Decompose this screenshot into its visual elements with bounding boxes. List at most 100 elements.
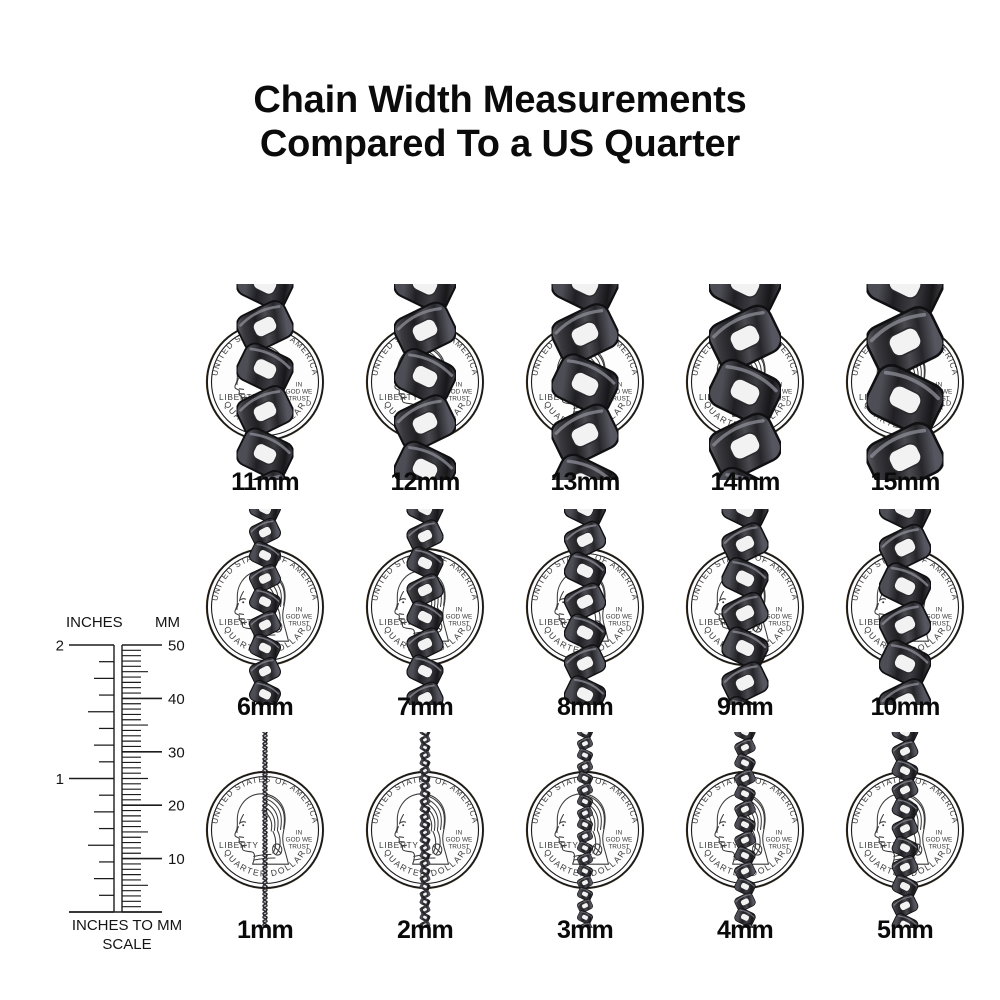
coin-mintmark: D <box>306 624 311 633</box>
coin-chain-stage: UNITED STATES OF AMERICAQUARTER DOLLARLI… <box>510 509 660 705</box>
chain-size-cell[interactable]: UNITED STATES OF AMERICAQUARTER DOLLARLI… <box>830 284 980 502</box>
chain-size-cell[interactable]: UNITED STATES OF AMERICAQUARTER DOLLARLI… <box>510 509 660 727</box>
coin-mintmark: D <box>466 399 471 408</box>
coin-legend-motto: TRUST <box>448 396 469 403</box>
chain-graphic <box>891 732 919 928</box>
coin-mintmark: D <box>306 399 311 408</box>
chain-size-label: 12mm <box>390 468 460 496</box>
coin-mintmark: D <box>946 399 951 408</box>
coin-mintmark: D <box>786 624 791 633</box>
ruler-mm-label: 30 <box>168 744 185 761</box>
coin-legend-motto: GOD WE <box>606 614 633 621</box>
chain-sample <box>419 732 431 928</box>
chain-size-label: 13mm <box>550 468 620 496</box>
ruler-header-inches: INCHES <box>66 614 123 631</box>
chain-graphic <box>406 509 444 705</box>
coin-chain-stage: UNITED STATES OF AMERICAQUARTER DOLLARLI… <box>670 284 820 480</box>
chain-size-cell[interactable]: UNITED STATES OF AMERICAQUARTER DOLLARLI… <box>350 732 500 950</box>
chain-size-cell[interactable]: UNITED STATES OF AMERICAQUARTER DOLLARLI… <box>190 509 340 727</box>
coin-legend-motto: GOD WE <box>286 837 313 844</box>
coin-legend-liberty: LIBERTY <box>859 617 899 627</box>
coin-chain-stage: UNITED STATES OF AMERICAQUARTER DOLLARLI… <box>670 732 820 928</box>
coin-mintmark: D <box>946 847 951 856</box>
coin-legend-motto: IN <box>616 830 623 837</box>
chain-size-label: 4mm <box>717 916 774 944</box>
chain-size-cell[interactable]: UNITED STATES OF AMERICAQUARTER DOLLARLI… <box>350 284 500 502</box>
chain-size-cell[interactable]: UNITED STATES OF AMERICAQUARTER DOLLARLI… <box>510 284 660 502</box>
coin-legend-motto: GOD WE <box>446 837 473 844</box>
coin-chain-stage: UNITED STATES OF AMERICAQUARTER DOLLARLI… <box>510 732 660 928</box>
chain-graphic <box>564 509 606 705</box>
ruler-caption-line-1: INCHES TO MM <box>72 917 182 934</box>
chain-size-cell[interactable]: UNITED STATES OF AMERICAQUARTER DOLLARLI… <box>510 732 660 950</box>
coin-legend-motto: TRUST <box>608 621 629 628</box>
ruler-mm-label: 20 <box>168 798 185 815</box>
coin-mintmark: D <box>626 399 631 408</box>
chain-sample <box>577 732 594 928</box>
chain-graphic <box>879 509 931 705</box>
coin-legend-liberty: LIBERTY <box>379 392 419 402</box>
chain-sample <box>709 284 781 480</box>
coin-mintmark: D <box>946 624 951 633</box>
chain-graphic <box>236 284 294 480</box>
coin-chain-stage: UNITED STATES OF AMERICAQUARTER DOLLARLI… <box>830 284 980 480</box>
ruler-header-mm: MM <box>155 614 180 631</box>
ruler-mm-label: 40 <box>168 691 185 708</box>
chain-size-cell[interactable]: UNITED STATES OF AMERICAQUARTER DOLLARLI… <box>670 732 820 950</box>
chain-sample <box>866 284 944 480</box>
chain-sample <box>236 284 294 480</box>
ruler-caption-line-2: SCALE <box>102 936 151 953</box>
chain-graphic <box>394 284 456 480</box>
chain-size-label: 9mm <box>717 693 774 721</box>
chain-size-cell[interactable]: UNITED STATES OF AMERICAQUARTER DOLLARLI… <box>670 509 820 727</box>
coin-legend-liberty: LIBERTY <box>539 617 579 627</box>
chain-size-label: 14mm <box>710 468 780 496</box>
coin-legend-motto: TRUST <box>768 844 789 851</box>
coin-legend-motto: IN <box>616 607 623 614</box>
chain-graphic <box>551 284 619 480</box>
coin-legend-motto: IN <box>936 382 943 389</box>
chain-graphic <box>249 509 281 705</box>
coin-mintmark: D <box>626 847 631 856</box>
chain-size-cell[interactable]: UNITED STATES OF AMERICAQUARTER DOLLARLI… <box>830 732 980 950</box>
coin-legend-motto: TRUST <box>608 844 629 851</box>
ruler-mm-label: 10 <box>168 851 185 868</box>
ruler-inch-label: 2 <box>56 638 64 655</box>
ruler-inch-label: 1 <box>56 771 64 788</box>
coin-chain-stage: UNITED STATES OF AMERICAQUARTER DOLLARLI… <box>830 509 980 705</box>
coin-legend-motto: GOD WE <box>606 389 633 396</box>
coin-legend-motto: IN <box>936 830 943 837</box>
chain-graphic <box>866 284 944 480</box>
coin-legend-motto: IN <box>936 607 943 614</box>
inches-to-mm-ruler: INCHES MM 2 1 50 40 30 20 10 INCHES TO MM SCAL… <box>52 600 202 960</box>
coin-legend-motto: IN <box>456 382 463 389</box>
coin-mintmark: D <box>786 847 791 856</box>
ruler-graphic: INCHES MM 2 1 50 40 30 20 10 INCHES TO MM SCAL… <box>56 614 185 953</box>
coin-legend-motto: GOD WE <box>766 614 793 621</box>
chain-size-cell[interactable]: UNITED STATES OF AMERICAQUARTER DOLLARLI… <box>670 284 820 502</box>
chain-graphic <box>734 732 756 928</box>
coin-mintmark: D <box>786 399 791 408</box>
chain-size-cell[interactable]: UNITED STATES OF AMERICAQUARTER DOLLARLI… <box>190 732 340 950</box>
coin-chain-stage: UNITED STATES OF AMERICAQUARTER DOLLARLI… <box>670 509 820 705</box>
chain-sample <box>891 732 919 928</box>
chain-sample <box>394 284 456 480</box>
chain-size-label: 15mm <box>870 468 940 496</box>
chain-size-cell[interactable]: UNITED STATES OF AMERICAQUARTER DOLLARLI… <box>190 284 340 502</box>
coin-legend-motto: IN <box>296 382 303 389</box>
coin-chain-stage: UNITED STATES OF AMERICAQUARTER DOLLARLI… <box>190 284 340 480</box>
ruler-mm-label: 50 <box>168 638 185 655</box>
coin-legend-liberty: LIBERTY <box>699 617 739 627</box>
coin-legend-motto: TRUST <box>448 621 469 628</box>
coin-legend-motto: TRUST <box>448 844 469 851</box>
coin-legend-motto: TRUST <box>928 844 949 851</box>
chain-sample <box>551 284 619 480</box>
coin-chain-stage: UNITED STATES OF AMERICAQUARTER DOLLARLI… <box>190 732 340 928</box>
coin-legend-motto: GOD WE <box>926 837 953 844</box>
coin-chain-stage: UNITED STATES OF AMERICAQUARTER DOLLARLI… <box>350 732 500 928</box>
page-title: Chain Width Measurements Compared To a U… <box>0 78 1000 166</box>
coin-legend-liberty: LIBERTY <box>379 840 419 850</box>
coin-legend-motto: IN <box>296 830 303 837</box>
chain-size-cell[interactable]: UNITED STATES OF AMERICAQUARTER DOLLARLI… <box>830 509 980 727</box>
chain-size-cell[interactable]: UNITED STATES OF AMERICAQUARTER DOLLARLI… <box>350 509 500 727</box>
